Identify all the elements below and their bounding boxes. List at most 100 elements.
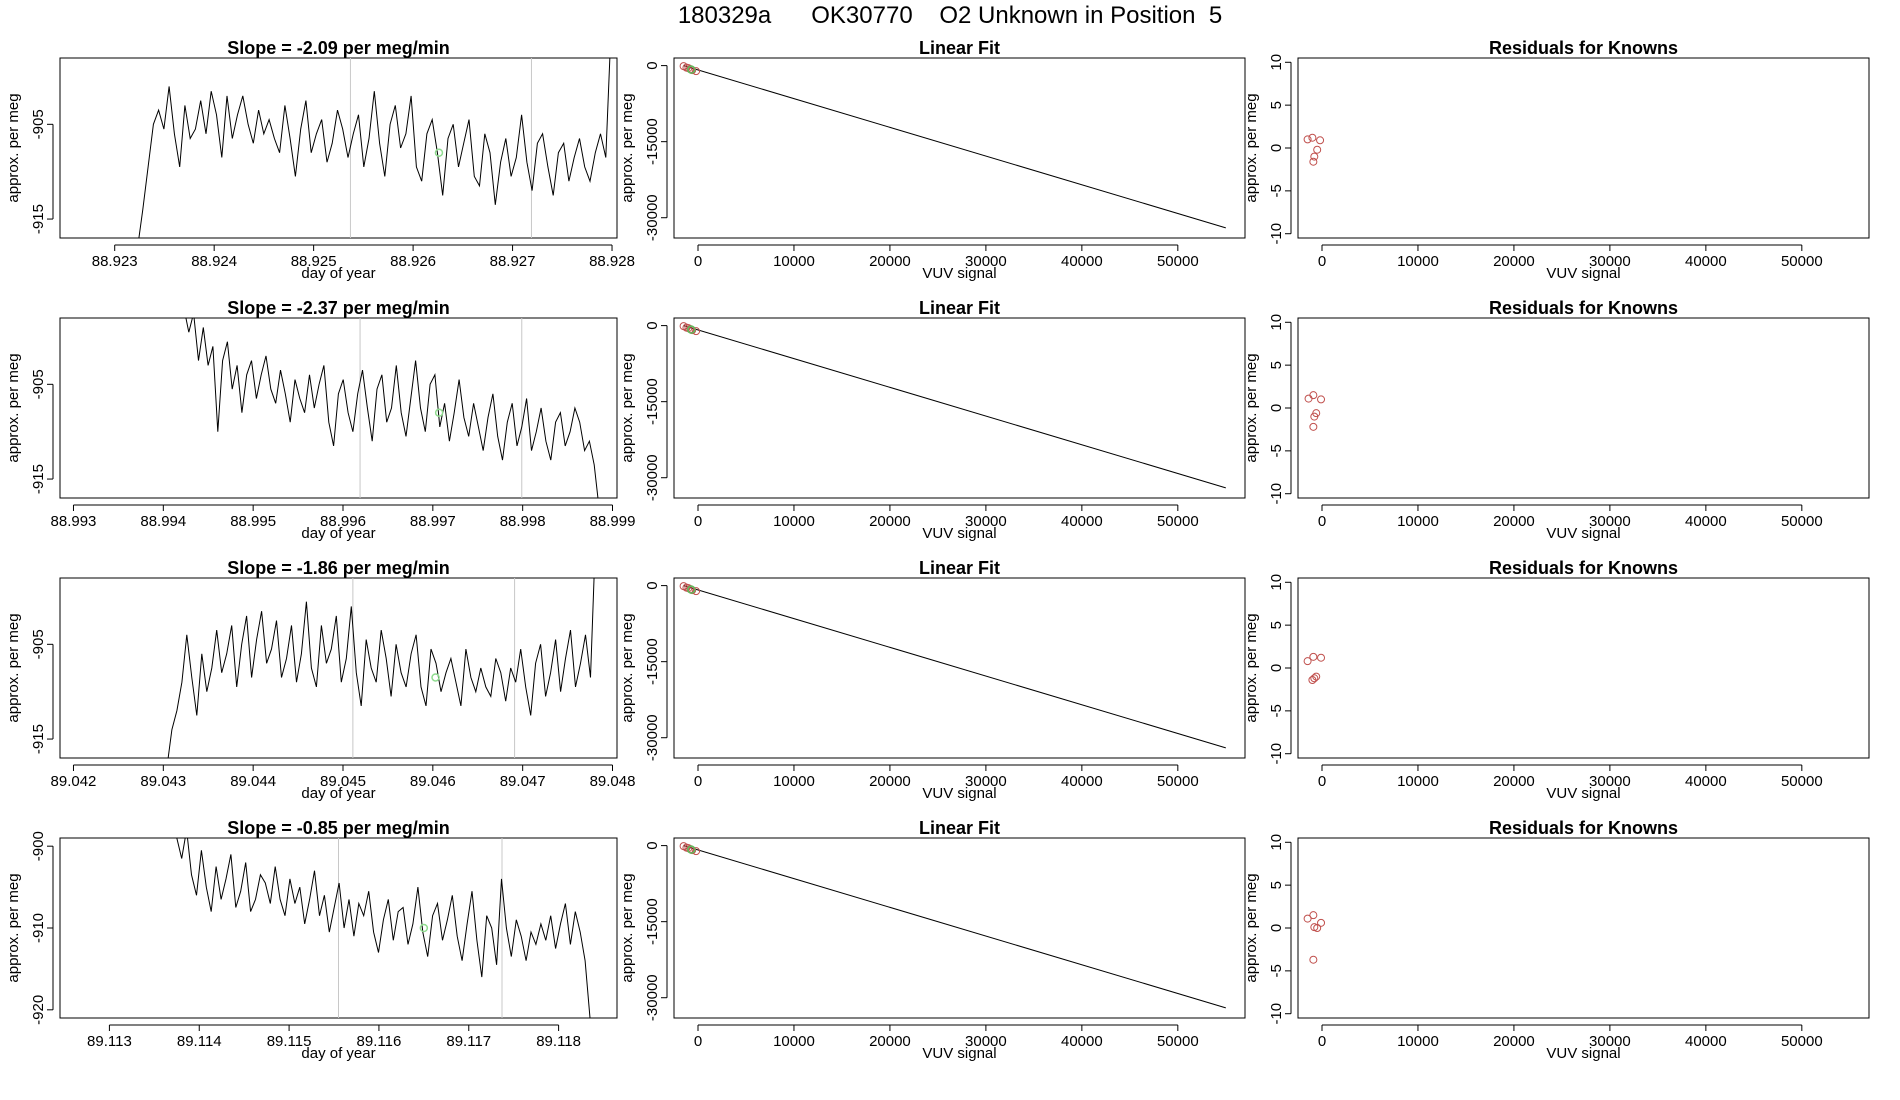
- x-axis-label: day of year: [301, 525, 375, 542]
- unknown-point: [687, 325, 696, 334]
- x-tick-label: 0: [694, 253, 702, 270]
- plot-frame: [1297, 837, 1870, 1019]
- plot-frame: [1297, 317, 1870, 499]
- y-tick-label: -915: [30, 724, 47, 754]
- y-tick-label: -15000: [644, 378, 661, 425]
- residual-point: [1309, 955, 1318, 964]
- x-tick-label: 88.926: [390, 253, 436, 270]
- x-tick-label: 50000: [1781, 773, 1823, 790]
- x-tick-label: 50000: [1157, 253, 1199, 270]
- x-tick-label: 10000: [773, 773, 815, 790]
- x-tick-label: 20000: [1493, 253, 1535, 270]
- signal-line: [185, 318, 599, 498]
- residual-point: [1310, 412, 1319, 421]
- y-tick-label: 10: [1268, 574, 1285, 591]
- x-tick-label: 40000: [1685, 1033, 1727, 1050]
- residual-point: [1303, 657, 1312, 666]
- x-tick-label: 89.114: [177, 1033, 222, 1050]
- residuals-title: Residuals for Knowns: [1489, 818, 1678, 838]
- x-tick-label: 20000: [1493, 773, 1535, 790]
- y-tick-label: -30000: [644, 454, 661, 501]
- residual-point: [1317, 653, 1326, 662]
- y-axis-label: approx. per meg: [619, 353, 636, 462]
- y-axis-label: approx. per meg: [5, 613, 22, 722]
- y-axis-label: approx. per meg: [619, 613, 636, 722]
- x-tick-label: 89.118: [536, 1033, 581, 1050]
- y-tick-label: 0: [1268, 664, 1285, 672]
- plot-frame: [673, 57, 1246, 239]
- y-axis-label: approx. per meg: [1243, 873, 1260, 982]
- y-tick-label: -5: [1268, 704, 1285, 717]
- x-tick-label: 88.999: [590, 513, 636, 530]
- x-tick-label: 88.925: [291, 253, 337, 270]
- mean-marker: [419, 923, 429, 933]
- y-tick-label: 5: [1268, 881, 1285, 889]
- y-tick-label: -10: [1268, 483, 1285, 505]
- fit-title: Linear Fit: [919, 558, 1000, 578]
- x-tick-label: 30000: [965, 1033, 1007, 1050]
- known-point: [692, 587, 701, 596]
- x-tick-label: 50000: [1781, 513, 1823, 530]
- x-tick-label: 40000: [1061, 773, 1103, 790]
- page-title: 180329a OK30770 O2 Unknown in Position 5: [677, 2, 1223, 29]
- x-tick-label: 10000: [1397, 253, 1439, 270]
- y-tick-label: 5: [1268, 101, 1285, 109]
- x-tick-label: 88.994: [140, 513, 186, 530]
- residuals-title: Residuals for Knowns: [1489, 298, 1678, 318]
- plot-area: [167, 578, 595, 758]
- residual-point: [1309, 422, 1318, 431]
- y-tick-label: 5: [1268, 621, 1285, 629]
- x-axis-label: VUV signal: [1546, 1045, 1620, 1062]
- x-tick-label: 20000: [1493, 513, 1535, 530]
- plot-frame: [59, 577, 618, 759]
- x-tick-label: 20000: [869, 513, 911, 530]
- x-tick-label: 20000: [869, 773, 911, 790]
- known-point: [692, 847, 701, 856]
- x-axis-label: day of year: [301, 265, 375, 282]
- plot-area: [1304, 391, 1326, 431]
- x-tick-label: 89.042: [51, 773, 97, 790]
- residual-point: [1309, 157, 1318, 166]
- y-tick-label: -10: [1268, 1003, 1285, 1025]
- y-axis-label: approx. per meg: [1243, 613, 1260, 722]
- y-tick-label: -15000: [644, 638, 661, 685]
- x-axis-label: VUV signal: [1546, 265, 1620, 282]
- fit-line: [683, 585, 1226, 749]
- residuals-title: Residuals for Knowns: [1489, 38, 1678, 58]
- x-axis-label: VUV signal: [1546, 525, 1620, 542]
- x-tick-label: 0: [694, 1033, 702, 1050]
- plot-area: [1303, 652, 1326, 684]
- y-tick-label: 0: [644, 61, 661, 69]
- x-tick-label: 89.113: [87, 1033, 132, 1050]
- x-tick-label: 40000: [1061, 1033, 1103, 1050]
- x-tick-label: 10000: [773, 1033, 815, 1050]
- x-axis-label: VUV signal: [922, 1045, 996, 1062]
- plot-area: [1303, 911, 1326, 964]
- x-tick-label: 88.996: [320, 513, 366, 530]
- y-tick-label: 10: [1268, 314, 1285, 331]
- x-tick-label: 89.117: [446, 1033, 491, 1050]
- plot-frame: [1297, 577, 1870, 759]
- residual-point: [1308, 133, 1317, 142]
- y-tick-label: -30000: [644, 974, 661, 1021]
- x-tick-label: 40000: [1685, 253, 1727, 270]
- residual-point: [1313, 145, 1322, 154]
- plot-frame: [673, 317, 1246, 499]
- residual-point: [1309, 391, 1318, 400]
- y-axis-label: approx. per meg: [5, 873, 22, 982]
- signal-line: [176, 838, 591, 1018]
- y-tick-label: 0: [1268, 924, 1285, 932]
- y-tick-label: -920: [30, 995, 47, 1025]
- x-tick-label: 10000: [1397, 513, 1439, 530]
- plot-frame: [1297, 57, 1870, 239]
- residual-point: [1310, 152, 1319, 161]
- x-tick-label: 20000: [1493, 1033, 1535, 1050]
- y-axis-label: approx. per meg: [619, 93, 636, 202]
- fit-title: Linear Fit: [919, 818, 1000, 838]
- y-tick-label: 0: [644, 841, 661, 849]
- y-axis-label: approx. per meg: [619, 873, 636, 982]
- x-tick-label: 30000: [965, 253, 1007, 270]
- known-point: [692, 67, 701, 76]
- x-axis-label: day of year: [301, 1045, 375, 1062]
- known-point: [692, 327, 701, 336]
